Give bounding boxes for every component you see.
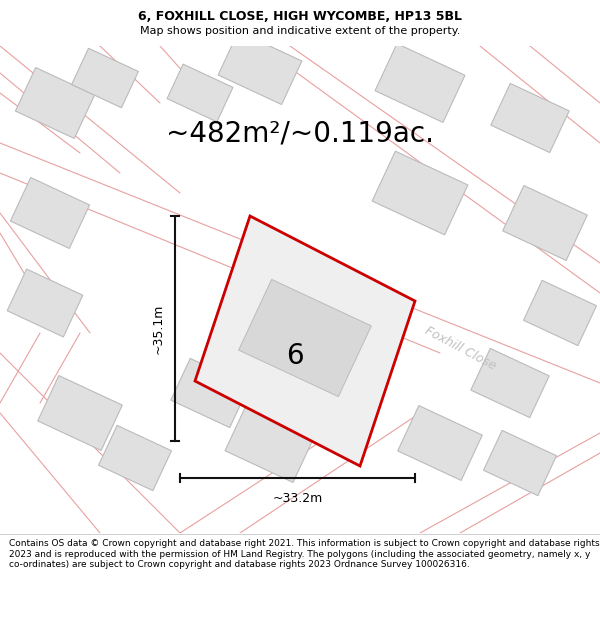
- Text: ~35.1m: ~35.1m: [152, 303, 165, 354]
- Polygon shape: [10, 177, 89, 249]
- Polygon shape: [484, 431, 556, 496]
- Text: Contains OS data © Crown copyright and database right 2021. This information is : Contains OS data © Crown copyright and d…: [9, 539, 599, 569]
- Text: ~482m²/~0.119ac.: ~482m²/~0.119ac.: [166, 119, 434, 147]
- Polygon shape: [71, 48, 139, 108]
- Polygon shape: [398, 406, 482, 481]
- Polygon shape: [171, 358, 249, 428]
- Text: ~33.2m: ~33.2m: [272, 492, 323, 505]
- Polygon shape: [239, 279, 371, 397]
- Polygon shape: [225, 404, 315, 482]
- Polygon shape: [471, 348, 549, 418]
- Polygon shape: [38, 376, 122, 451]
- Polygon shape: [491, 83, 569, 152]
- Polygon shape: [218, 31, 302, 104]
- Polygon shape: [524, 281, 596, 346]
- Polygon shape: [503, 186, 587, 261]
- Polygon shape: [7, 269, 83, 337]
- Polygon shape: [195, 216, 415, 466]
- Text: 6, FOXHILL CLOSE, HIGH WYCOMBE, HP13 5BL: 6, FOXHILL CLOSE, HIGH WYCOMBE, HP13 5BL: [138, 10, 462, 23]
- Text: 6: 6: [286, 342, 304, 370]
- Polygon shape: [98, 426, 172, 491]
- Text: Foxhill Close: Foxhill Close: [422, 324, 498, 372]
- Polygon shape: [372, 151, 468, 235]
- Polygon shape: [167, 64, 233, 122]
- Polygon shape: [16, 68, 95, 139]
- Text: Map shows position and indicative extent of the property.: Map shows position and indicative extent…: [140, 26, 460, 36]
- Polygon shape: [375, 44, 465, 122]
